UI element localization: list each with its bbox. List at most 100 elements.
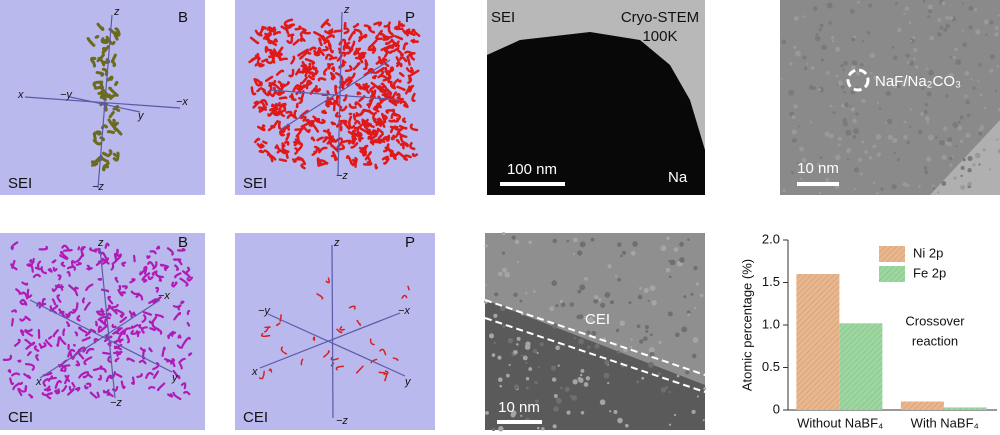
texture <box>26 257 35 267</box>
texture <box>520 354 523 357</box>
texture <box>903 120 907 124</box>
texture <box>381 155 389 161</box>
texture <box>948 156 953 161</box>
texture <box>537 365 541 369</box>
texture <box>513 292 518 298</box>
texture <box>493 313 498 318</box>
texture <box>978 128 983 133</box>
boundary <box>484 299 706 376</box>
x-tick-label: Without NaBF₄ <box>797 415 883 430</box>
texture <box>886 118 893 125</box>
texture <box>81 297 86 304</box>
texture <box>362 119 372 126</box>
texture <box>98 367 107 373</box>
texture <box>346 79 353 87</box>
texture <box>411 92 416 103</box>
texture <box>277 120 282 130</box>
texture <box>173 311 182 321</box>
texture <box>60 261 66 268</box>
texture <box>997 14 1000 17</box>
texture <box>695 282 700 286</box>
texture <box>525 361 528 365</box>
texture <box>96 22 105 32</box>
texture <box>318 159 327 165</box>
texture <box>583 382 589 387</box>
texture <box>803 15 806 18</box>
axis-label: −x <box>176 96 188 108</box>
texture <box>793 104 799 109</box>
texture <box>85 283 94 292</box>
texture <box>356 319 362 326</box>
texture <box>668 275 672 279</box>
texture <box>262 89 270 97</box>
texture <box>350 40 356 49</box>
texture <box>83 356 93 366</box>
texture <box>679 242 684 247</box>
texture <box>949 163 953 167</box>
texture <box>104 242 110 249</box>
texture <box>290 93 297 101</box>
texture <box>642 336 648 342</box>
texture <box>388 99 398 107</box>
texture <box>279 109 286 118</box>
texture <box>62 248 73 252</box>
texture <box>54 380 62 389</box>
texture <box>972 86 976 90</box>
texture <box>338 105 348 112</box>
texture <box>397 129 408 139</box>
texture <box>399 52 404 57</box>
texture <box>552 323 558 329</box>
texture <box>326 140 333 145</box>
texture <box>99 155 110 163</box>
texture <box>41 342 47 349</box>
texture <box>311 151 317 157</box>
texture <box>401 294 408 299</box>
texture <box>893 74 897 79</box>
texture <box>617 417 623 424</box>
texture <box>17 381 24 385</box>
texture <box>569 302 574 307</box>
texture <box>264 27 273 36</box>
texture <box>68 385 75 392</box>
texture <box>136 373 143 379</box>
texture <box>371 47 377 54</box>
texture <box>994 89 998 92</box>
texture <box>820 58 824 62</box>
texture <box>909 125 912 129</box>
texture <box>396 96 404 101</box>
texture <box>258 370 265 380</box>
texture <box>11 372 21 377</box>
texture <box>142 311 153 316</box>
texture <box>287 33 295 38</box>
texture <box>280 346 288 355</box>
texture <box>330 66 336 72</box>
texture <box>541 427 545 431</box>
texture <box>395 56 401 66</box>
texture <box>615 328 620 333</box>
texture <box>828 21 832 25</box>
texture <box>114 328 121 334</box>
texture <box>972 163 976 167</box>
texture <box>356 91 362 96</box>
annotation: Crossover <box>905 313 965 328</box>
texture <box>818 28 822 32</box>
texture <box>809 121 813 124</box>
texture <box>703 387 706 391</box>
texture <box>498 377 503 382</box>
texture <box>102 351 111 355</box>
texture <box>560 302 566 308</box>
texture <box>11 246 14 251</box>
texture <box>962 2 965 5</box>
texture <box>382 58 390 68</box>
texture <box>157 328 163 335</box>
texture <box>286 35 294 45</box>
texture <box>86 382 92 388</box>
texture <box>913 57 916 61</box>
texture <box>86 264 91 270</box>
axis-label: y <box>404 376 412 388</box>
texture <box>281 125 287 134</box>
texture <box>613 410 618 415</box>
texture <box>894 1 898 5</box>
texture <box>113 252 118 261</box>
texture <box>268 53 275 59</box>
